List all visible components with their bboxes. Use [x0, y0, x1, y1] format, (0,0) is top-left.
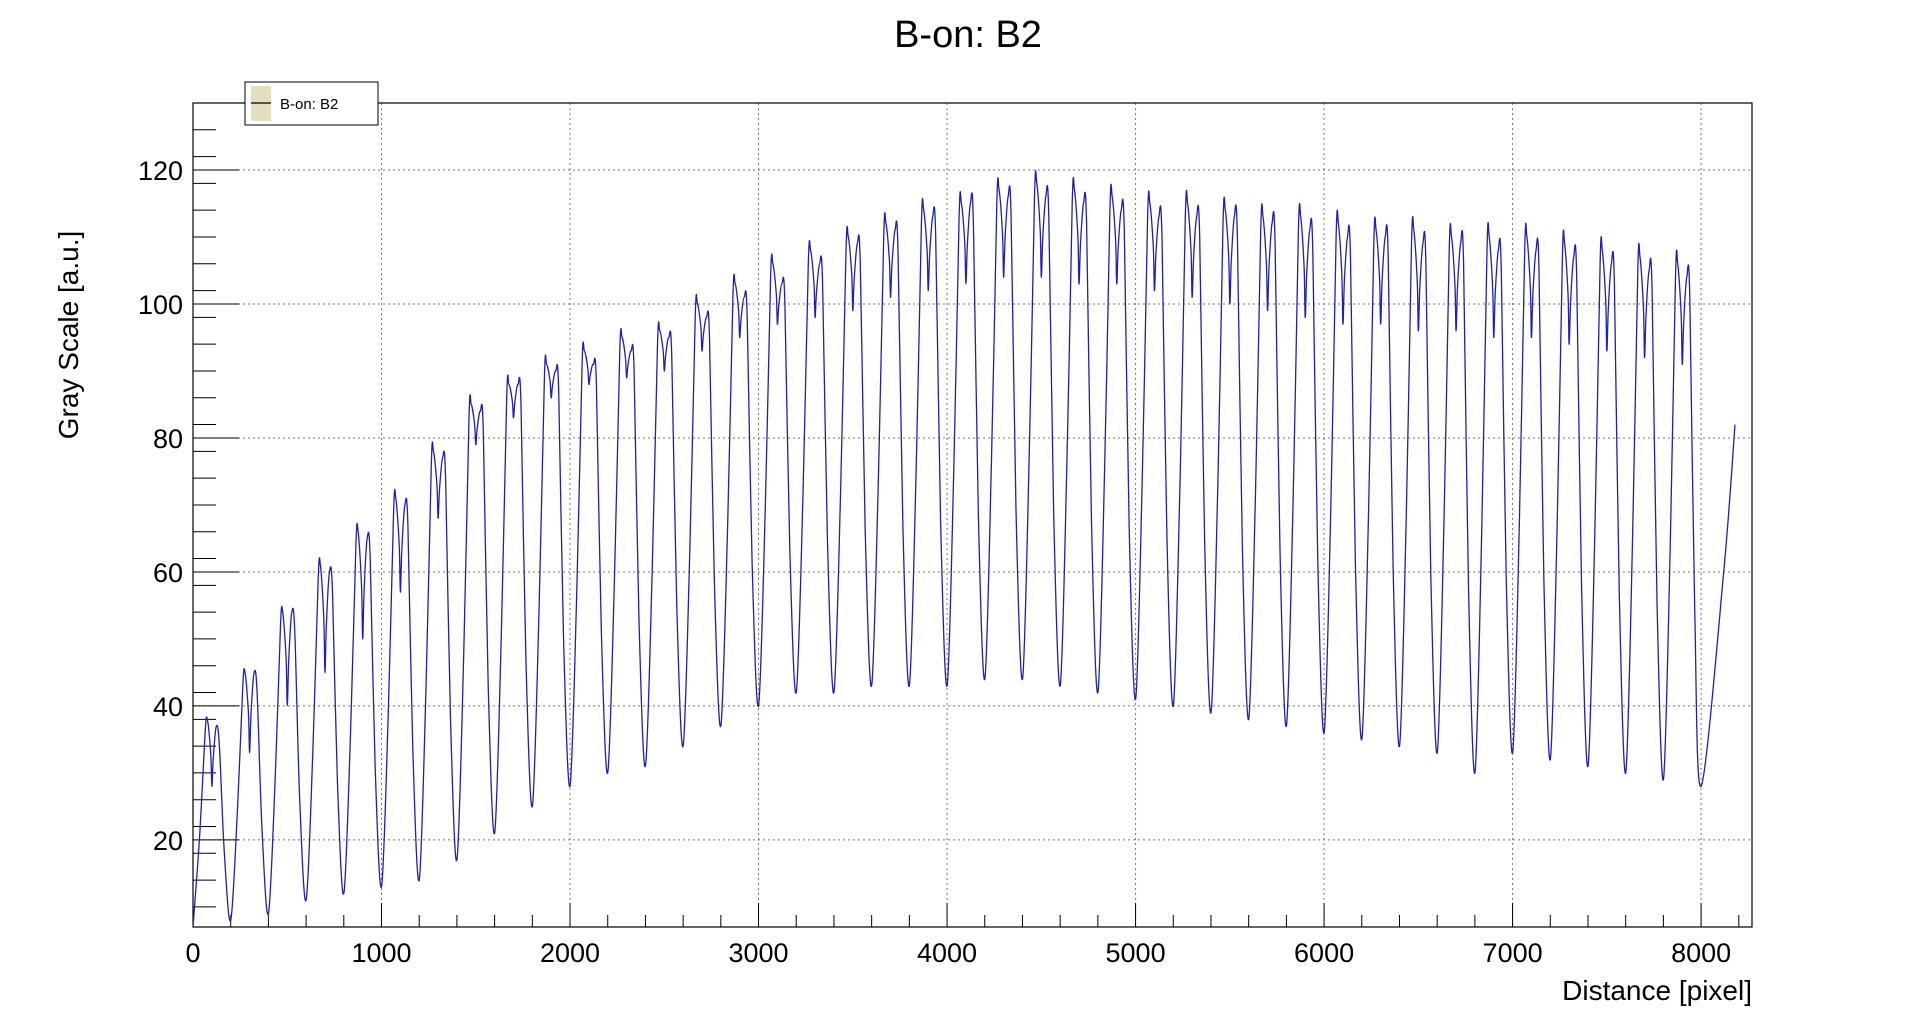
x-tick-label: 6000: [1294, 938, 1354, 968]
y-axis: 20 40 60 80 100 120: [138, 102, 239, 908]
y-tick-label: 60: [153, 558, 183, 588]
grid: [193, 103, 1752, 927]
x-tick-label: 1000: [351, 938, 411, 968]
y-axis-label: Gray Scale [a.u.]: [53, 231, 84, 440]
x-axis-label: Distance [pixel]: [1562, 975, 1752, 1006]
y-tick-label: 120: [138, 156, 183, 186]
y-tick-label: 80: [153, 424, 183, 454]
x-tick-label: 5000: [1106, 938, 1166, 968]
plot-frame: [192, 102, 1753, 928]
y-tick-label: 20: [153, 826, 183, 856]
legend-label: B-on: B2: [280, 96, 338, 113]
chart-title: B-on: B2: [894, 14, 1042, 56]
x-tick-label: 7000: [1483, 938, 1543, 968]
y-tick-label: 100: [138, 290, 183, 320]
x-tick-label: 3000: [728, 938, 788, 968]
x-tick-label: 8000: [1671, 938, 1731, 968]
x-tick-label: 4000: [917, 938, 977, 968]
y-tick-label: 40: [153, 692, 183, 722]
x-tick-label: 2000: [540, 938, 600, 968]
x-tick-label: 0: [185, 938, 200, 968]
x-axis: 0 1000 2000 3000 4000 5000 6000 7000 8000: [185, 903, 1740, 968]
legend[interactable]: B-on: B2: [244, 81, 379, 126]
series-line: [192, 169, 1736, 928]
